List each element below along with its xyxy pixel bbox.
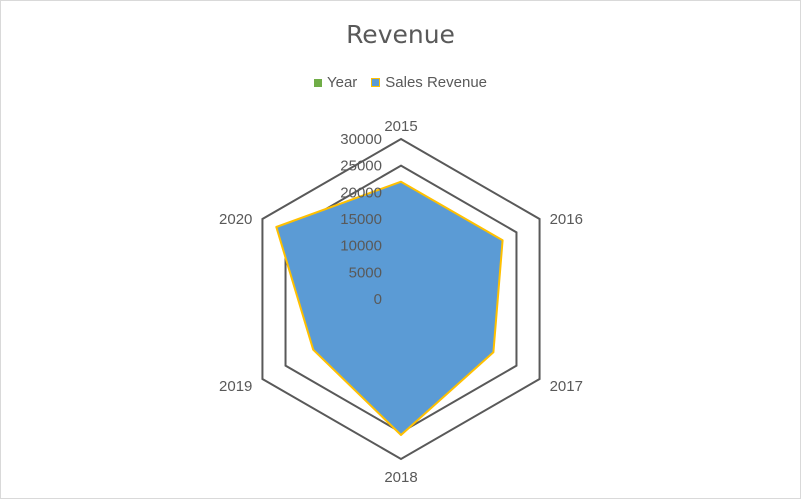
category-label-2015: 2015	[384, 118, 417, 135]
category-label-2020: 2020	[219, 211, 252, 228]
legend-item-sales-revenue: Sales Revenue	[371, 74, 487, 91]
axis-tick-20000: 20000	[340, 184, 382, 201]
category-label-2017: 2017	[550, 378, 583, 395]
axis-tick-10000: 10000	[340, 238, 382, 255]
legend: Year Sales Revenue	[0, 74, 801, 91]
axis-tick-15000: 15000	[340, 211, 382, 228]
legend-swatch-year	[313, 78, 322, 87]
category-label-2018: 2018	[384, 469, 417, 486]
category-label-2016: 2016	[550, 211, 583, 228]
legend-label-sales-revenue: Sales Revenue	[385, 74, 488, 91]
axis-tick-25000: 25000	[340, 158, 382, 175]
chart-title: Revenue	[346, 20, 455, 49]
legend-swatch-sales-revenue	[371, 78, 381, 87]
axis-tick-5000: 5000	[349, 264, 382, 281]
legend-label-year: Year	[326, 74, 358, 91]
series-sales-revenue-area	[275, 180, 504, 436]
axis-tick-0: 0	[374, 291, 382, 308]
legend-item-year: Year	[313, 74, 358, 91]
axis-tick-30000: 30000	[340, 131, 382, 148]
gridline-30000	[261, 137, 541, 461]
category-label-2019: 2019	[219, 378, 252, 395]
